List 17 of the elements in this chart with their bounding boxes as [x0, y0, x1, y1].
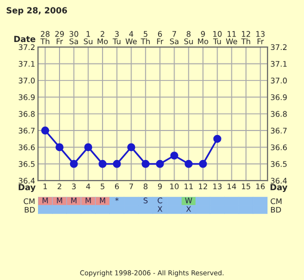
point: [156, 160, 164, 168]
point: [41, 126, 50, 135]
point: [142, 160, 150, 168]
x-axis-title: Day: [18, 184, 36, 192]
point: [127, 143, 136, 152]
point: [213, 134, 222, 143]
point: [98, 160, 107, 168]
point: [70, 160, 78, 168]
chart-title: Sep 28, 2006: [6, 7, 68, 16]
point: [170, 152, 178, 160]
point: [84, 143, 92, 152]
point: [112, 160, 121, 168]
point: [198, 160, 207, 168]
point: [56, 143, 64, 152]
text: Date: [14, 36, 36, 42]
text: Day: [270, 184, 288, 192]
point: [184, 160, 193, 168]
